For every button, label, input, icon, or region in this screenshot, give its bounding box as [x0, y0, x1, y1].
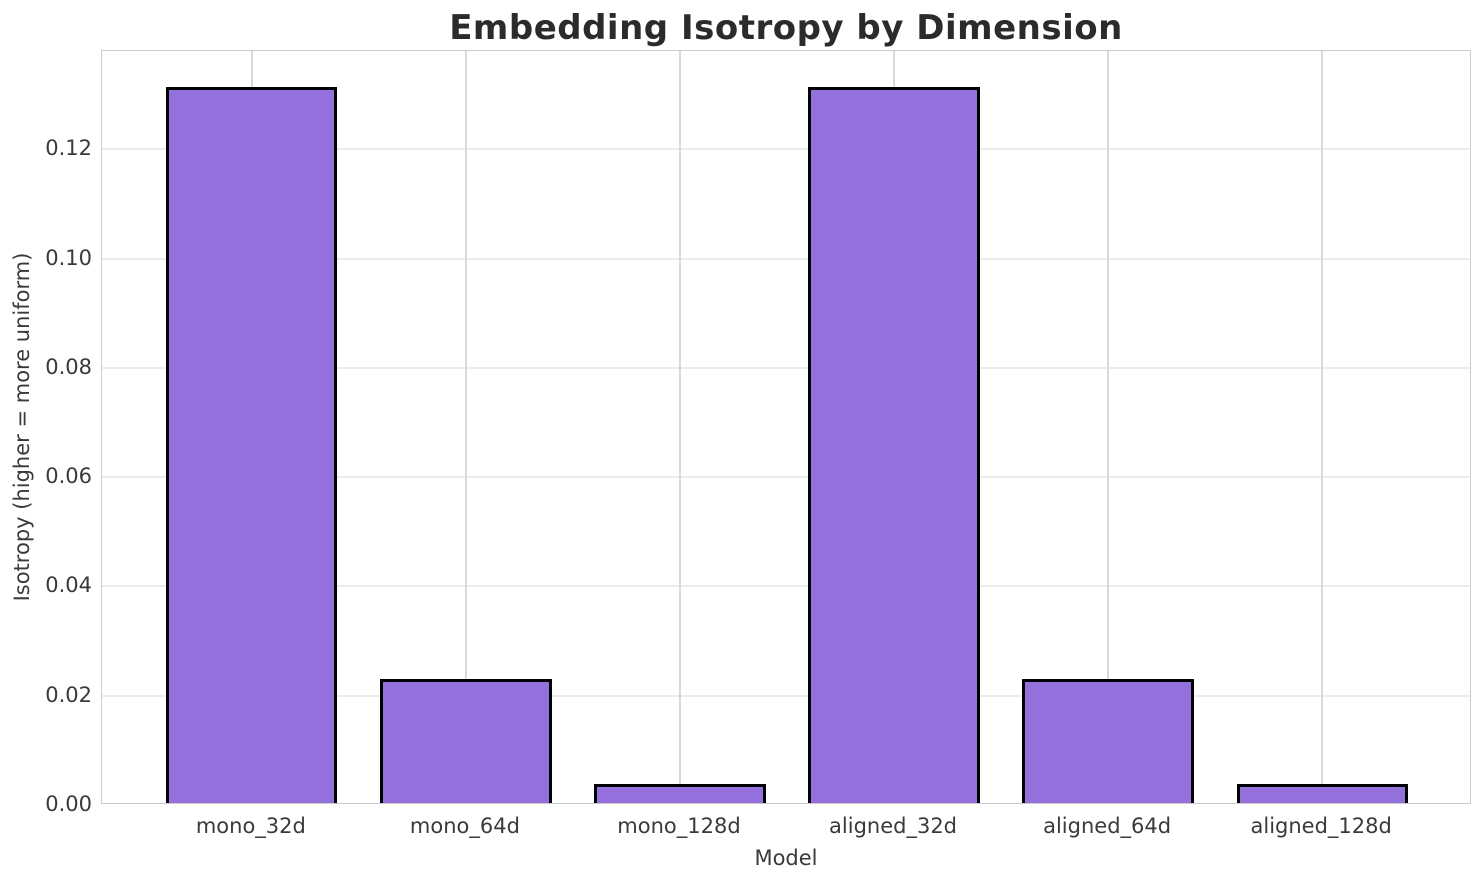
y-tick-label: 0.06 [45, 464, 92, 489]
bar-aligned_64d [1022, 678, 1194, 803]
y-tick-label: 0.02 [45, 682, 92, 707]
chart-title: Embedding Isotropy by Dimension [449, 8, 1123, 48]
bar-aligned_32d [808, 87, 980, 803]
x-tick-label: aligned_64d [1043, 814, 1172, 838]
y-tick-label: 0.12 [45, 136, 92, 161]
x-gridline [678, 51, 681, 803]
y-tick-label: 0.08 [45, 354, 92, 379]
y-gridline [102, 585, 1470, 588]
y-gridline [102, 694, 1470, 697]
x-tick-label: mono_128d [617, 814, 741, 838]
x-gridline [464, 51, 467, 803]
bar-mono_64d [380, 678, 552, 803]
x-tick-label: aligned_32d [829, 814, 958, 838]
x-gridline [1321, 51, 1324, 803]
x-gridline [1107, 51, 1110, 803]
x-tick-label: mono_32d [195, 814, 306, 838]
y-tick-label: 0.00 [45, 792, 92, 816]
x-tick-label: aligned_128d [1250, 814, 1392, 838]
x-axis-label: Model [754, 846, 818, 870]
y-gridline [102, 476, 1470, 479]
y-gridline [102, 148, 1470, 151]
y-tick-label: 0.04 [45, 573, 92, 598]
y-axis-label-text: Isotropy (higher = more uniform) [10, 252, 34, 602]
x-tick-label: mono_64d [409, 814, 520, 838]
bar-mono_128d [594, 784, 766, 803]
bar-aligned_128d [1236, 784, 1408, 803]
y-tick-label: 0.10 [45, 245, 92, 270]
bar-mono_32d [166, 87, 338, 803]
y-gridline [102, 257, 1470, 260]
y-gridline [102, 366, 1470, 369]
plot-area [101, 50, 1471, 804]
